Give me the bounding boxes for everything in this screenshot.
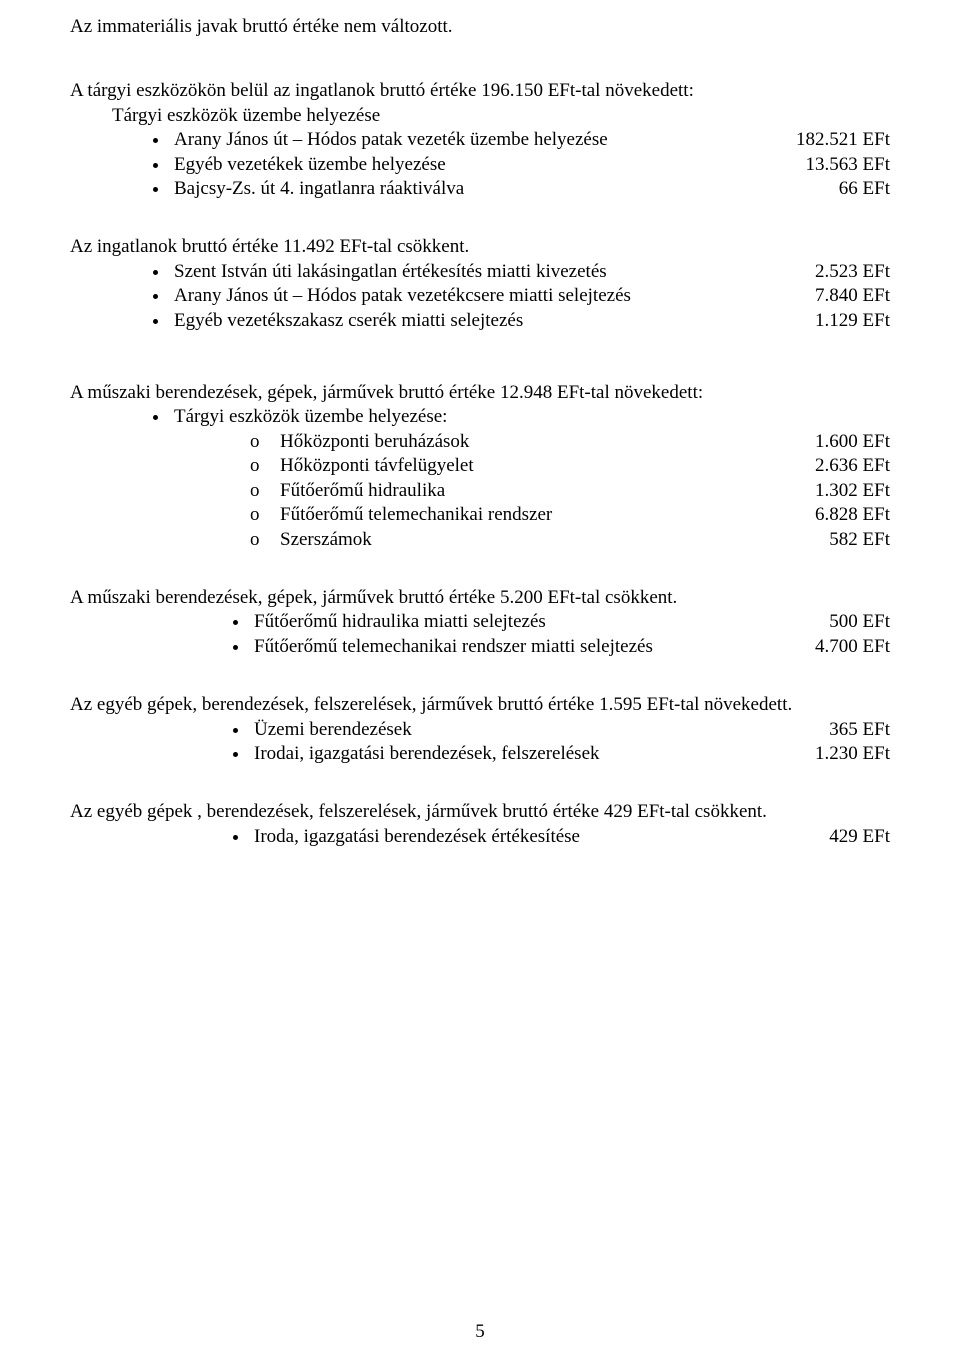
list-item: Fűtőerőmű telemechanikai rendszer miatti… [250,636,890,658]
item-value: 6.828 EFt [815,504,890,526]
list-item: Irodai, igazgatási berendezések, felszer… [250,743,890,765]
item-label: Arany János út – Hódos patak vezeték üze… [174,129,796,151]
item-value: 582 EFt [829,529,890,551]
bullet-list: Iroda, igazgatási berendezések értékesít… [70,826,890,848]
paragraph: A műszaki berendezések, gépek, járművek … [70,382,890,404]
list-item: Üzemi berendezések 365 EFt [250,719,890,741]
list-item: Egyéb vezetékszakasz cserék miatti selej… [170,310,890,332]
page-number: 5 [0,1321,960,1343]
list-item: Fűtőerőmű hidraulika miatti selejtezés 5… [250,611,890,633]
list-item: Fűtőerőmű hidraulika 1.302 EFt [250,480,890,502]
item-label: Szent István úti lakásingatlan értékesít… [174,261,815,283]
spacer [70,334,890,368]
list-item: Tárgyi eszközök üzembe helyezése: [170,406,890,428]
paragraph: A tárgyi eszközökön belül az ingatlanok … [70,80,890,102]
list-item: Szerszámok 582 EFt [250,529,890,551]
item-value: 2.636 EFt [815,455,890,477]
item-value: 365 EFt [829,719,890,741]
bullet-list: Szent István úti lakásingatlan értékesít… [70,261,890,332]
item-value: 7.840 EFt [815,285,890,307]
list-item: Bajcsy-Zs. út 4. ingatlanra ráaktiválva … [170,178,890,200]
item-value: 2.523 EFt [815,261,890,283]
item-label: Fűtőerőmű hidraulika [280,480,815,502]
spacer [70,660,890,694]
list-item: Szent István úti lakásingatlan értékesít… [170,261,890,283]
paragraph: Az egyéb gépek, berendezések, felszerelé… [70,694,890,716]
item-label: Szerszámok [280,529,829,551]
item-label: Iroda, igazgatási berendezések értékesít… [254,826,829,848]
item-value: 429 EFt [829,826,890,848]
item-label: Üzemi berendezések [254,719,829,741]
item-label: Egyéb vezetékek üzembe helyezése [174,154,806,176]
list-item: Egyéb vezetékek üzembe helyezése 13.563 … [170,154,890,176]
item-label: Hőközponti távfelügyelet [280,455,815,477]
bullet-list: Fűtőerőmű hidraulika miatti selejtezés 5… [70,611,890,658]
item-value: 13.563 EFt [806,154,890,176]
item-label: Irodai, igazgatási berendezések, felszer… [254,743,815,765]
item-value: 66 EFt [839,178,890,200]
item-label: Bajcsy-Zs. út 4. ingatlanra ráaktiválva [174,178,839,200]
document-page: Az immateriális javak bruttó értéke nem … [0,0,960,1369]
bullet-list: Üzemi berendezések 365 EFt Irodai, igazg… [70,719,890,766]
item-value: 1.600 EFt [815,431,890,453]
list-item: Arany János út – Hódos patak vezetékcser… [170,285,890,307]
paragraph: Az immateriális javak bruttó értéke nem … [70,16,890,38]
paragraph: Az ingatlanok bruttó értéke 11.492 EFt-t… [70,236,890,258]
item-value: 1.230 EFt [815,743,890,765]
list-item: Hőközponti távfelügyelet 2.636 EFt [250,455,890,477]
bullet-list: Tárgyi eszközök üzembe helyezése: [70,406,890,428]
sub-list: Hőközponti beruházások 1.600 EFt Hőközpo… [70,431,890,551]
item-label: Fűtőerőmű telemechanikai rendszer [280,504,815,526]
spacer [70,56,890,80]
item-label: Fűtőerőmű hidraulika miatti selejtezés [254,611,829,633]
spacer [70,767,890,801]
item-value: 182.521 EFt [796,129,890,151]
list-item: Hőközponti beruházások 1.600 EFt [250,431,890,453]
item-value: 1.129 EFt [815,310,890,332]
item-label: Arany János út – Hódos patak vezetékcser… [174,285,815,307]
item-label: Egyéb vezetékszakasz cserék miatti selej… [174,310,815,332]
item-value: 1.302 EFt [815,480,890,502]
sub-paragraph: Tárgyi eszközök üzembe helyezése [70,105,890,127]
item-label: Fűtőerőmű telemechanikai rendszer miatti… [254,636,815,658]
spacer [70,368,890,382]
spacer [70,553,890,587]
list-item: Fűtőerőmű telemechanikai rendszer 6.828 … [250,504,890,526]
list-item: Iroda, igazgatási berendezések értékesít… [250,826,890,848]
item-value: 500 EFt [829,611,890,633]
paragraph: A műszaki berendezések, gépek, járművek … [70,587,890,609]
item-label: Hőközponti beruházások [280,431,815,453]
bullet-list: Arany János út – Hódos patak vezeték üze… [70,129,890,200]
spacer [70,202,890,236]
paragraph: Az egyéb gépek , berendezések, felszerel… [70,801,890,823]
list-item: Arany János út – Hódos patak vezeték üze… [170,129,890,151]
item-label: Tárgyi eszközök üzembe helyezése: [174,406,447,427]
item-value: 4.700 EFt [815,636,890,658]
